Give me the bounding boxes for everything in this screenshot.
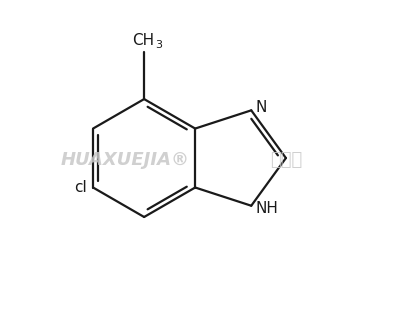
Text: 3: 3 — [155, 40, 162, 50]
Text: NH: NH — [255, 201, 278, 216]
Text: cl: cl — [74, 180, 87, 195]
Text: N: N — [255, 100, 267, 115]
Text: HUAXUEJIA®: HUAXUEJIA® — [60, 151, 189, 169]
Text: 化学加: 化学加 — [270, 151, 302, 169]
Text: CH: CH — [132, 33, 154, 48]
